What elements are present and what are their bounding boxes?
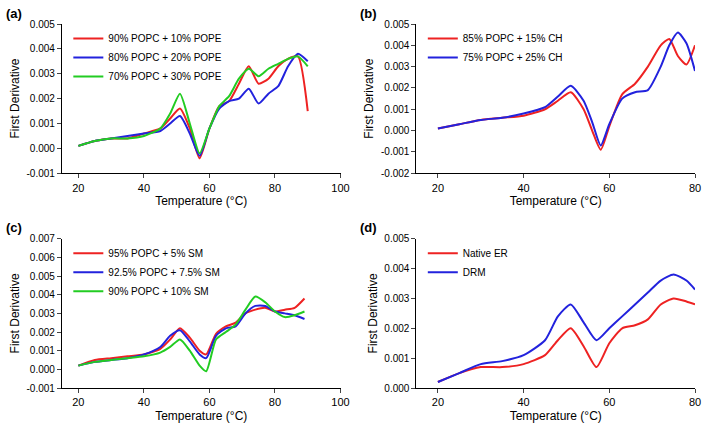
svg-text:0.005: 0.005 [30, 271, 55, 282]
svg-text:0.003: 0.003 [30, 308, 55, 319]
svg-text:60: 60 [603, 396, 615, 408]
svg-text:(d): (d) [360, 220, 377, 235]
svg-text:90% POPC + 10% SM: 90% POPC + 10% SM [108, 286, 208, 297]
svg-text:20: 20 [72, 396, 84, 408]
svg-text:0.004: 0.004 [384, 263, 409, 274]
svg-text:40: 40 [517, 182, 529, 194]
svg-text:80: 80 [269, 396, 281, 408]
svg-text:(c): (c) [6, 220, 22, 235]
svg-text:First Derivative: First Derivative [362, 58, 376, 138]
svg-text:80: 80 [689, 182, 701, 194]
svg-text:20: 20 [72, 182, 84, 194]
svg-text:Temperature (°C): Temperature (°C) [510, 194, 602, 208]
svg-text:100: 100 [331, 396, 349, 408]
svg-text:Temperature (°C): Temperature (°C) [510, 409, 602, 423]
svg-text:60: 60 [203, 396, 215, 408]
svg-text:First Derivative: First Derivative [8, 273, 22, 353]
svg-text:0.005: 0.005 [384, 233, 409, 244]
svg-text:Temperature (°C): Temperature (°C) [155, 409, 247, 423]
svg-text:0.005: 0.005 [384, 19, 409, 30]
svg-text:-0.001: -0.001 [381, 146, 410, 157]
svg-text:85% POPC + 15% CH: 85% POPC + 15% CH [463, 33, 563, 44]
svg-text:DRM: DRM [463, 267, 486, 278]
svg-text:First Derivative: First Derivative [366, 273, 380, 353]
svg-text:0.005: 0.005 [30, 19, 55, 30]
svg-text:0.002: 0.002 [30, 93, 55, 104]
svg-text:70% POPC + 30% POPE: 70% POPC + 30% POPE [108, 71, 221, 82]
svg-text:20: 20 [432, 396, 444, 408]
svg-text:90% POPC + 10% POPE: 90% POPC + 10% POPE [108, 33, 221, 44]
svg-text:0.000: 0.000 [384, 383, 409, 394]
svg-text:0.000: 0.000 [30, 143, 55, 154]
svg-text:First Derivative: First Derivative [8, 58, 22, 138]
svg-text:92.5% POPC + 7.5% SM: 92.5% POPC + 7.5% SM [108, 267, 219, 278]
svg-text:0.001: 0.001 [384, 104, 409, 115]
svg-text:80: 80 [269, 182, 281, 194]
svg-text:0.001: 0.001 [30, 345, 55, 356]
svg-text:0.004: 0.004 [30, 43, 55, 54]
svg-text:(b): (b) [360, 6, 377, 21]
svg-text:100: 100 [331, 182, 349, 194]
svg-text:60: 60 [203, 182, 215, 194]
svg-text:0.002: 0.002 [384, 323, 409, 334]
svg-text:0.006: 0.006 [30, 252, 55, 263]
svg-text:0.002: 0.002 [30, 327, 55, 338]
svg-text:-0.001: -0.001 [27, 168, 56, 179]
svg-text:80% POPC + 20% POPE: 80% POPC + 20% POPE [108, 52, 221, 63]
svg-text:40: 40 [138, 396, 150, 408]
svg-text:-0.002: -0.002 [381, 168, 410, 179]
svg-text:0.000: 0.000 [30, 364, 55, 375]
svg-text:20: 20 [432, 182, 444, 194]
svg-text:0.003: 0.003 [384, 61, 409, 72]
svg-text:0.001: 0.001 [30, 118, 55, 129]
svg-text:0.002: 0.002 [384, 82, 409, 93]
svg-text:0.004: 0.004 [30, 289, 55, 300]
svg-text:0.004: 0.004 [384, 40, 409, 51]
svg-text:95% POPC + 5% SM: 95% POPC + 5% SM [108, 248, 203, 259]
svg-text:Native ER: Native ER [463, 248, 508, 259]
svg-text:(a): (a) [6, 6, 22, 21]
svg-text:0.003: 0.003 [30, 68, 55, 79]
svg-text:0.007: 0.007 [30, 233, 55, 244]
svg-text:Temperature (°C): Temperature (°C) [155, 194, 247, 208]
svg-text:40: 40 [517, 396, 529, 408]
svg-text:60: 60 [603, 182, 615, 194]
svg-text:0.003: 0.003 [384, 293, 409, 304]
svg-text:40: 40 [138, 182, 150, 194]
svg-text:0.000: 0.000 [384, 125, 409, 136]
svg-text:0.001: 0.001 [384, 353, 409, 364]
svg-text:-0.001: -0.001 [27, 383, 56, 394]
svg-text:80: 80 [689, 396, 701, 408]
svg-text:75% POPC + 25% CH: 75% POPC + 25% CH [463, 52, 563, 63]
